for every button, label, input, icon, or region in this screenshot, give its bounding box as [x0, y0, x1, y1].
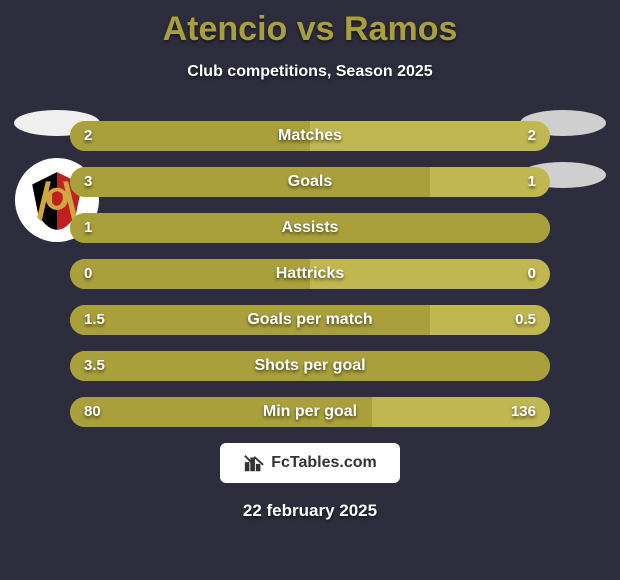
footer-date: 22 february 2025: [0, 501, 620, 521]
stat-bar-left-fill: [70, 213, 550, 243]
stat-row: Hattricks00: [70, 259, 550, 289]
stat-bar-left-fill: [70, 121, 310, 151]
chart-icon: [243, 452, 265, 474]
brand-text: FcTables.com: [271, 454, 377, 472]
stat-bar-left-fill: [70, 305, 430, 335]
stat-row: Assists1: [70, 213, 550, 243]
stat-bar-left-fill: [70, 167, 430, 197]
stat-row: Matches22: [70, 121, 550, 151]
stat-row: Min per goal80136: [70, 397, 550, 427]
stat-bar-left-fill: [70, 259, 310, 289]
stat-bar-left-fill: [70, 397, 372, 427]
stat-row: Goals per match1.50.5: [70, 305, 550, 335]
page-subtitle: Club competitions, Season 2025: [0, 63, 620, 81]
page-title: Atencio vs Ramos: [0, 0, 620, 49]
comparison-chart: Matches22 Goals31 Assists1 Hattricks00 Goals…: [70, 121, 550, 427]
stat-row: Shots per goal3.5: [70, 351, 550, 381]
stat-bar-left-fill: [70, 351, 550, 381]
stat-row: Goals31: [70, 167, 550, 197]
brand-badge: FcTables.com: [220, 443, 400, 483]
